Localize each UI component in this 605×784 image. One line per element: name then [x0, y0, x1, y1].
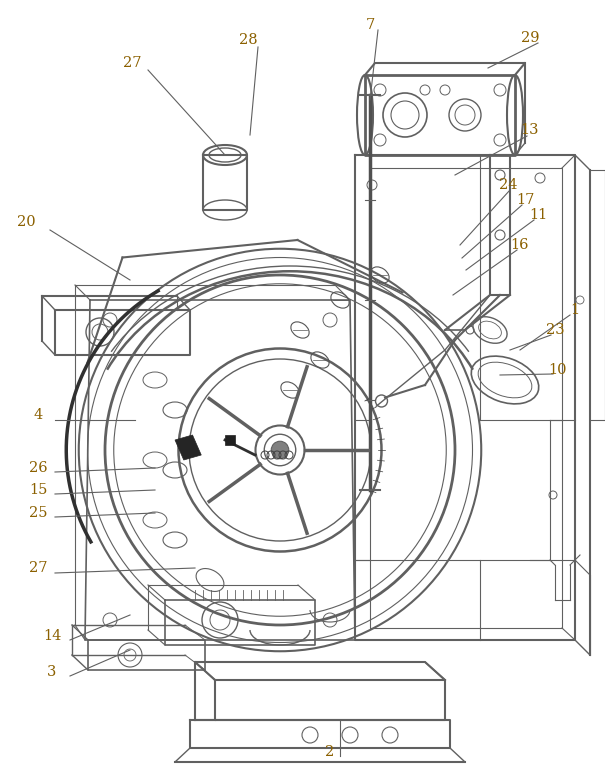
Text: 7: 7 — [365, 18, 374, 32]
Text: 1: 1 — [571, 303, 580, 317]
Circle shape — [271, 441, 289, 459]
Text: 16: 16 — [511, 238, 529, 252]
Text: 20: 20 — [17, 215, 35, 229]
Text: 27: 27 — [123, 56, 141, 70]
Text: 3: 3 — [47, 665, 57, 679]
Text: 17: 17 — [516, 193, 534, 207]
Text: 27: 27 — [29, 561, 47, 575]
Text: 28: 28 — [239, 33, 257, 47]
Text: 10: 10 — [548, 363, 566, 377]
Text: 11: 11 — [529, 208, 547, 222]
Circle shape — [255, 426, 304, 474]
Text: 4: 4 — [33, 408, 42, 422]
Polygon shape — [225, 435, 235, 445]
Text: 26: 26 — [28, 461, 47, 475]
Text: 24: 24 — [499, 178, 517, 192]
Text: 29: 29 — [521, 31, 539, 45]
Text: 13: 13 — [521, 123, 539, 137]
Polygon shape — [175, 435, 201, 460]
Text: 25: 25 — [29, 506, 47, 520]
Text: 23: 23 — [546, 323, 564, 337]
Text: 15: 15 — [29, 483, 47, 497]
Text: 14: 14 — [43, 629, 61, 643]
Text: 2: 2 — [325, 745, 335, 759]
